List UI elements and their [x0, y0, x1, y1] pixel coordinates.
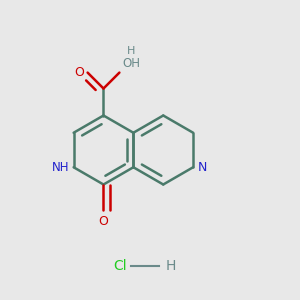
Text: NH: NH — [52, 161, 69, 174]
Text: H: H — [127, 46, 135, 56]
Text: O: O — [99, 215, 108, 228]
Text: O: O — [75, 66, 85, 79]
Text: OH: OH — [122, 57, 140, 70]
Text: N: N — [198, 161, 207, 174]
Text: Cl: Cl — [113, 259, 127, 272]
Text: H: H — [166, 259, 176, 272]
